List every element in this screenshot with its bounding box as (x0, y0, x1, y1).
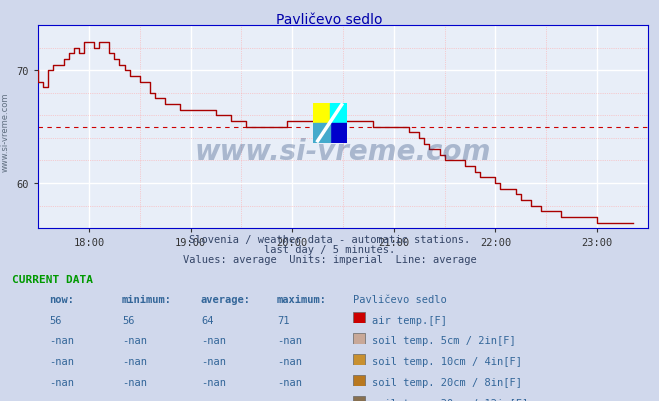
Text: now:: now: (49, 294, 74, 304)
Text: soil temp. 30cm / 12in[F]: soil temp. 30cm / 12in[F] (372, 398, 529, 401)
Text: Pavličevo sedlo: Pavličevo sedlo (276, 13, 383, 27)
Text: maximum:: maximum: (277, 294, 327, 304)
Text: 56: 56 (122, 315, 134, 325)
Bar (312, 124, 330, 144)
Text: 71: 71 (277, 315, 289, 325)
Text: www.si-vreme.com: www.si-vreme.com (1, 93, 10, 172)
Text: -nan: -nan (122, 377, 147, 387)
Text: -nan: -nan (201, 356, 226, 367)
Text: -nan: -nan (201, 336, 226, 346)
Text: www.si-vreme.com: www.si-vreme.com (195, 138, 491, 166)
Text: 64: 64 (201, 315, 214, 325)
Text: soil temp. 5cm / 2in[F]: soil temp. 5cm / 2in[F] (372, 336, 516, 346)
Text: last day / 5 minutes.: last day / 5 minutes. (264, 245, 395, 255)
Text: -nan: -nan (49, 356, 74, 367)
Text: -nan: -nan (49, 398, 74, 401)
Text: -nan: -nan (122, 398, 147, 401)
Text: soil temp. 10cm / 4in[F]: soil temp. 10cm / 4in[F] (372, 356, 523, 367)
Text: -nan: -nan (49, 336, 74, 346)
Bar (330, 124, 347, 144)
Text: Pavličevo sedlo: Pavličevo sedlo (353, 294, 446, 304)
Text: -nan: -nan (201, 377, 226, 387)
Text: -nan: -nan (49, 377, 74, 387)
Text: average:: average: (201, 294, 251, 304)
Text: -nan: -nan (122, 336, 147, 346)
Text: Values: average  Units: imperial  Line: average: Values: average Units: imperial Line: av… (183, 255, 476, 265)
Text: 56: 56 (49, 315, 62, 325)
Text: -nan: -nan (277, 336, 302, 346)
Bar (330, 103, 347, 124)
Text: -nan: -nan (277, 398, 302, 401)
Text: -nan: -nan (277, 356, 302, 367)
Text: -nan: -nan (122, 356, 147, 367)
Text: -nan: -nan (201, 398, 226, 401)
Text: CURRENT DATA: CURRENT DATA (12, 275, 93, 285)
Text: soil temp. 20cm / 8in[F]: soil temp. 20cm / 8in[F] (372, 377, 523, 387)
Text: Slovenia / weather data - automatic stations.: Slovenia / weather data - automatic stat… (189, 235, 470, 245)
Bar (312, 103, 330, 124)
Text: minimum:: minimum: (122, 294, 172, 304)
Text: -nan: -nan (277, 377, 302, 387)
Text: air temp.[F]: air temp.[F] (372, 315, 447, 325)
